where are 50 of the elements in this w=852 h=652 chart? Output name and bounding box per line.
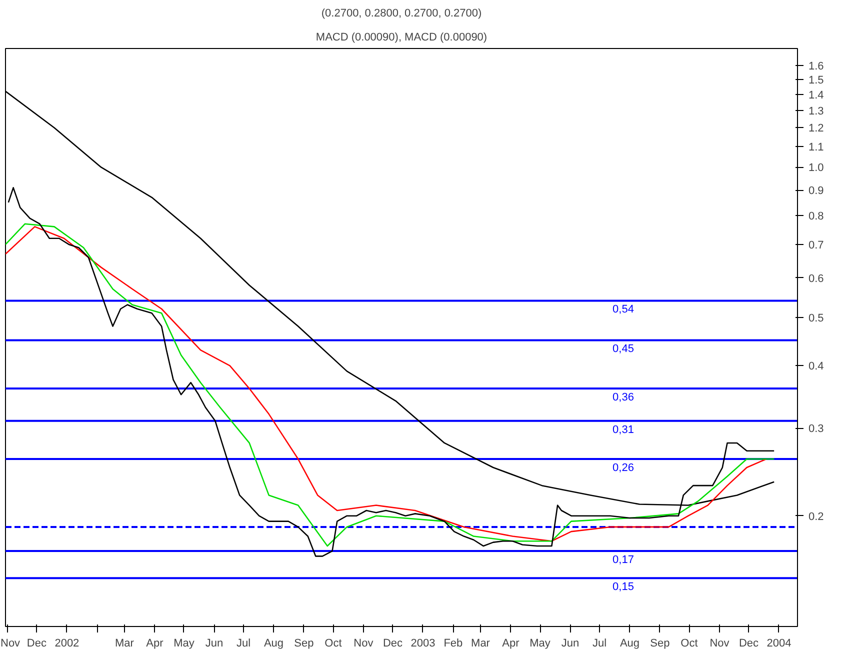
y-tick-label: 0.8 <box>808 210 824 223</box>
x-tick-label: Oct <box>324 638 342 650</box>
x-tick-label: Nov <box>0 638 21 650</box>
y-tick-label: 1.2 <box>808 122 824 135</box>
ref-line-label: 0,36 <box>612 392 634 404</box>
y-tick-label: 0.5 <box>808 312 824 324</box>
ref-line-label: 0,31 <box>612 424 634 436</box>
x-tick-label: May <box>174 638 195 650</box>
x-tick-label: Oct <box>680 638 698 650</box>
x-tick-label: 2003 <box>410 638 436 650</box>
y-tick-label: 0.4 <box>808 360 824 373</box>
y-tick-label: 1.1 <box>808 142 824 154</box>
y-tick-label: 1.5 <box>808 74 824 86</box>
text: MACD (0.00090), MACD (0.00090) <box>316 32 488 44</box>
x-tick-label: May <box>530 638 551 650</box>
y-tick-label: 0.2 <box>808 510 824 523</box>
x-tick-label: Feb <box>444 638 463 650</box>
y-tick-label: 1.0 <box>808 162 824 174</box>
y-tick-label: 0.6 <box>808 272 824 285</box>
ref-line-label: 0,17 <box>612 554 634 566</box>
x-tick-label: Apr <box>146 638 164 650</box>
x-tick-label: Sep <box>650 638 670 650</box>
x-tick-label: Jun <box>561 638 580 650</box>
y-tick-label: 1.3 <box>808 105 824 118</box>
ref-line-label: 0,45 <box>612 343 634 356</box>
x-tick-label: Mar <box>471 638 490 650</box>
y-tick-label: 0.3 <box>808 423 824 436</box>
y-tick-label: 1.6 <box>808 60 824 72</box>
y-tick-label: 1.4 <box>808 89 824 102</box>
ref-line-label: 0,54 <box>612 304 634 316</box>
x-tick-label: Dec <box>738 638 760 650</box>
x-tick-label: 2004 <box>766 638 792 650</box>
x-tick-label: Mar <box>115 638 134 650</box>
x-tick-label: Sep <box>294 638 314 650</box>
x-tick-label: Dec <box>26 638 47 650</box>
x-tick-label: Dec <box>382 638 403 650</box>
ref-line-label: 0,15 <box>612 581 634 594</box>
x-tick-label: Aug <box>620 638 640 650</box>
y-tick-label: 0.9 <box>808 185 824 198</box>
x-tick-label: Jul <box>592 638 607 650</box>
x-tick-label: 2002 <box>54 638 80 650</box>
x-tick-label: Jun <box>205 638 224 650</box>
ref-line-label: 0,26 <box>612 462 634 474</box>
x-tick-label: Jul <box>236 638 251 650</box>
x-tick-label: Aug <box>264 638 284 650</box>
x-tick-label: Nov <box>710 638 730 650</box>
chart-title: (0.2700, 0.2800, 0.2700, 0.2700) <box>321 8 482 20</box>
x-tick-label: Apr <box>502 638 520 650</box>
x-tick-label: Nov <box>354 638 374 650</box>
y-tick-label: 0.7 <box>808 239 824 252</box>
